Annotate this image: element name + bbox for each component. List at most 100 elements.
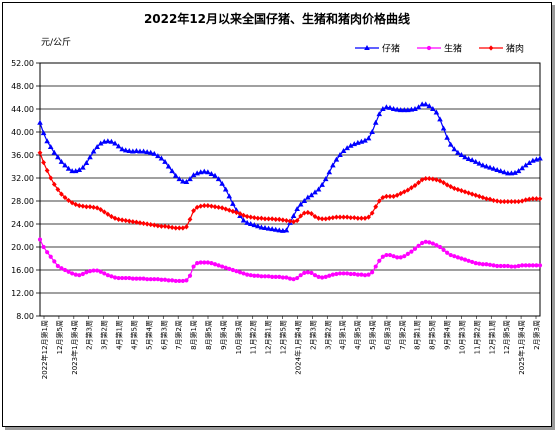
data-point bbox=[201, 168, 208, 174]
data-point bbox=[273, 216, 279, 222]
data-point bbox=[51, 149, 58, 155]
data-point bbox=[283, 227, 290, 233]
data-point bbox=[362, 273, 368, 278]
data-point bbox=[330, 162, 336, 168]
data-point bbox=[209, 261, 214, 266]
data-point bbox=[159, 277, 164, 282]
data-point bbox=[437, 116, 443, 122]
data-point bbox=[455, 255, 460, 260]
x-tick-label: 11月第2周 bbox=[472, 320, 481, 354]
data-point bbox=[494, 166, 500, 172]
x-tick-label: 8月第1周 bbox=[189, 320, 198, 350]
x-tick-label: 3月第2周 bbox=[323, 320, 332, 350]
data-point bbox=[62, 194, 68, 201]
data-point bbox=[312, 189, 318, 195]
data-point bbox=[369, 210, 375, 216]
data-point bbox=[498, 198, 504, 205]
chart-frame: 2022年12月以来全国仔猪、生猪和猪肉价格曲线 元/公斤 仔猪 生猪 猪肉 8.0… bbox=[2, 2, 552, 427]
data-point bbox=[258, 224, 265, 230]
data-point bbox=[115, 143, 122, 149]
data-point bbox=[101, 209, 107, 215]
data-point bbox=[373, 264, 378, 269]
data-point bbox=[519, 165, 525, 171]
data-point bbox=[395, 255, 400, 260]
data-point bbox=[244, 219, 250, 225]
x-tick-label: 12月第5周 bbox=[502, 320, 511, 354]
data-point bbox=[377, 258, 382, 263]
data-point bbox=[119, 146, 125, 152]
data-point bbox=[44, 138, 50, 144]
y-tick-label: 16.00 bbox=[11, 266, 34, 275]
data-point bbox=[176, 176, 183, 182]
x-tick-label: 2025年1月第4周 bbox=[517, 320, 526, 375]
data-point bbox=[444, 134, 450, 140]
data-point bbox=[305, 194, 311, 200]
data-point bbox=[297, 201, 304, 207]
data-point bbox=[137, 276, 143, 281]
data-point bbox=[169, 168, 175, 174]
data-point bbox=[162, 223, 168, 229]
legend-marker bbox=[364, 45, 370, 50]
x-tick-label: 2月第3周 bbox=[85, 320, 94, 350]
data-point bbox=[98, 269, 103, 274]
data-point bbox=[255, 215, 261, 221]
x-tick-label: 12月第5周 bbox=[55, 320, 64, 354]
data-point bbox=[516, 198, 521, 205]
data-point bbox=[259, 215, 264, 221]
data-point bbox=[80, 203, 86, 209]
data-point bbox=[220, 264, 225, 269]
data-point bbox=[212, 204, 218, 210]
data-point bbox=[459, 256, 464, 261]
data-point bbox=[348, 271, 353, 277]
data-point bbox=[252, 273, 257, 278]
data-point bbox=[409, 185, 414, 191]
data-point bbox=[244, 213, 250, 220]
data-point bbox=[230, 200, 236, 206]
data-point bbox=[451, 146, 458, 152]
data-point bbox=[487, 196, 493, 202]
data-point bbox=[530, 263, 535, 268]
data-point bbox=[459, 188, 464, 194]
data-point bbox=[37, 150, 43, 156]
data-point bbox=[398, 190, 404, 197]
data-point bbox=[470, 259, 475, 265]
data-point bbox=[144, 221, 150, 227]
data-point bbox=[323, 274, 328, 279]
data-point bbox=[341, 214, 346, 220]
data-point bbox=[473, 261, 478, 266]
data-point bbox=[187, 273, 193, 278]
data-point bbox=[334, 214, 339, 220]
data-point bbox=[148, 277, 153, 282]
series-layer bbox=[37, 101, 543, 284]
data-point bbox=[223, 206, 229, 212]
data-point bbox=[298, 213, 304, 219]
data-point bbox=[87, 269, 93, 274]
data-point bbox=[448, 184, 454, 190]
data-point bbox=[47, 143, 54, 149]
x-tick-label: 8月第1周 bbox=[413, 320, 422, 350]
data-point bbox=[137, 148, 143, 154]
data-point bbox=[234, 209, 239, 216]
data-point bbox=[516, 263, 521, 269]
x-tick-label: 4月第5周 bbox=[129, 320, 138, 350]
x-tick-label: 4月第5周 bbox=[353, 320, 362, 350]
data-point bbox=[502, 263, 507, 269]
data-point bbox=[405, 251, 410, 256]
data-point bbox=[241, 212, 246, 218]
data-point bbox=[162, 158, 168, 164]
data-point bbox=[215, 176, 222, 182]
data-point bbox=[391, 193, 396, 199]
data-point bbox=[473, 192, 479, 198]
data-point bbox=[323, 216, 329, 222]
data-point bbox=[80, 271, 85, 277]
data-point bbox=[219, 180, 225, 186]
data-point bbox=[359, 215, 364, 221]
data-point bbox=[497, 168, 504, 174]
data-point bbox=[140, 148, 147, 154]
y-tick-label: 32.00 bbox=[11, 174, 34, 183]
data-point bbox=[362, 137, 368, 143]
data-point bbox=[501, 198, 507, 205]
data-point bbox=[305, 270, 310, 275]
data-point bbox=[391, 254, 396, 259]
data-point bbox=[312, 213, 318, 220]
